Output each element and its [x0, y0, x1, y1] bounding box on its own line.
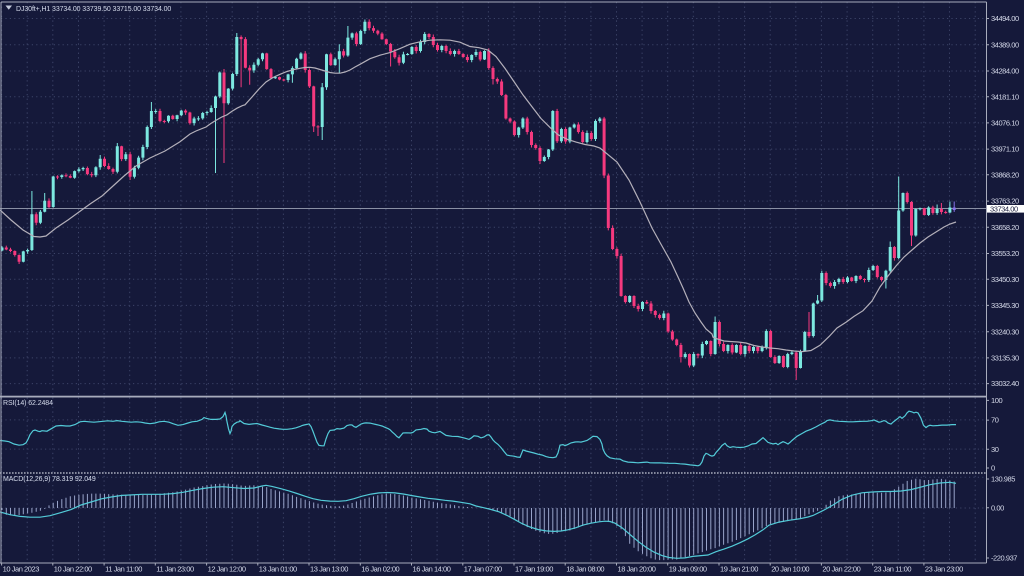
svg-text:34076.10: 34076.10: [991, 119, 1019, 128]
svg-text:30: 30: [991, 445, 999, 454]
svg-text:33032.40: 33032.40: [991, 379, 1019, 388]
svg-text:MACD(12,26,9) 78.319 92.049: MACD(12,26,9) 78.319 92.049: [3, 476, 96, 483]
svg-text:23 Jan 11:00: 23 Jan 11:00: [874, 565, 912, 574]
svg-text:33240.30: 33240.30: [991, 327, 1019, 336]
svg-text:20 Jan 10:00: 20 Jan 10:00: [771, 565, 809, 574]
svg-text:17 Jan 19:00: 17 Jan 19:00: [515, 565, 553, 574]
svg-text:33450.30: 33450.30: [991, 275, 1019, 284]
svg-text:33658.20: 33658.20: [991, 223, 1019, 232]
svg-text:100: 100: [991, 396, 1002, 405]
svg-text:19 Jan 09:00: 19 Jan 09:00: [669, 565, 707, 574]
svg-text:23 Jan 23:00: 23 Jan 23:00: [925, 565, 963, 574]
svg-text:33763.20: 33763.20: [991, 197, 1019, 206]
svg-text:13 Jan 13:00: 13 Jan 13:00: [310, 565, 348, 574]
svg-text:33971.10: 33971.10: [991, 145, 1019, 154]
svg-text:19 Jan 21:00: 19 Jan 21:00: [720, 565, 758, 574]
svg-text:11 Jan 11:00: 11 Jan 11:00: [105, 565, 142, 574]
svg-text:11 Jan 23:00: 11 Jan 23:00: [156, 565, 194, 574]
svg-text:10 Jan 2023: 10 Jan 2023: [3, 565, 40, 574]
svg-text:33345.30: 33345.30: [991, 301, 1019, 310]
svg-text:17 Jan 07:00: 17 Jan 07:00: [464, 565, 502, 574]
svg-text:RSI(14) 62.2484: RSI(14) 62.2484: [3, 400, 53, 407]
svg-text:18 Jan 08:00: 18 Jan 08:00: [566, 565, 604, 574]
svg-text:16 Jan 02:00: 16 Jan 02:00: [361, 565, 399, 574]
svg-text:70: 70: [991, 416, 999, 425]
svg-text:33553.20: 33553.20: [991, 249, 1019, 258]
svg-text:34494.00: 34494.00: [991, 14, 1019, 23]
svg-text:0: 0: [991, 464, 995, 473]
svg-text:130.985: 130.985: [991, 475, 1015, 484]
svg-text:34389.00: 34389.00: [991, 40, 1019, 49]
svg-text:DJ30ft+,H1 33734.00 33739.50: DJ30ft+,H1 33734.00 33739.50 33715.00 33…: [16, 6, 171, 13]
svg-text:16 Jan 14:00: 16 Jan 14:00: [413, 565, 451, 574]
svg-text:33868.20: 33868.20: [991, 170, 1019, 179]
svg-text:34181.10: 34181.10: [991, 92, 1019, 101]
svg-text:34284.00: 34284.00: [991, 67, 1019, 76]
svg-text:0.00: 0.00: [991, 503, 1004, 512]
svg-text:20 Jan 22:00: 20 Jan 22:00: [822, 565, 860, 574]
svg-text:-220.937: -220.937: [991, 554, 1017, 563]
svg-text:12 Jan 12:00: 12 Jan 12:00: [208, 565, 246, 574]
svg-text:18 Jan 20:00: 18 Jan 20:00: [618, 565, 656, 574]
svg-text:10 Jan 22:00: 10 Jan 22:00: [54, 565, 92, 574]
svg-text:13 Jan 01:00: 13 Jan 01:00: [259, 565, 297, 574]
svg-text:33135.30: 33135.30: [991, 354, 1019, 363]
svg-text:33734.00: 33734.00: [990, 204, 1018, 213]
